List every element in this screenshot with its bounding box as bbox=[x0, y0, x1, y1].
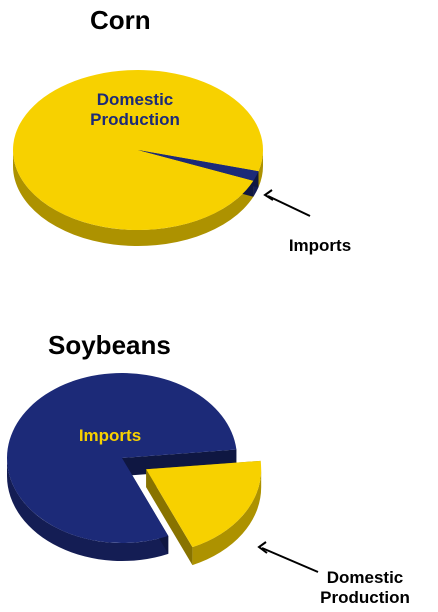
slice-side bbox=[258, 150, 263, 188]
arrow-head bbox=[263, 189, 274, 201]
chart-title: Corn bbox=[90, 5, 151, 35]
slice-side bbox=[7, 458, 169, 562]
slice bbox=[13, 69, 264, 230]
slice-label: Domestic Production bbox=[90, 90, 180, 129]
slice bbox=[138, 150, 259, 181]
slice-label: Imports bbox=[78, 426, 142, 445]
slice-face bbox=[146, 469, 193, 566]
slice-side bbox=[192, 469, 262, 566]
chart-title: Soybeans bbox=[48, 330, 171, 360]
arrow bbox=[267, 195, 311, 217]
arrow-head bbox=[257, 541, 268, 554]
slice bbox=[6, 373, 237, 544]
slice bbox=[146, 460, 262, 548]
slice-label: Domestic Production bbox=[320, 568, 410, 607]
arrow bbox=[261, 547, 319, 573]
slice-label: Imports bbox=[288, 236, 352, 255]
slice-side bbox=[13, 150, 254, 246]
